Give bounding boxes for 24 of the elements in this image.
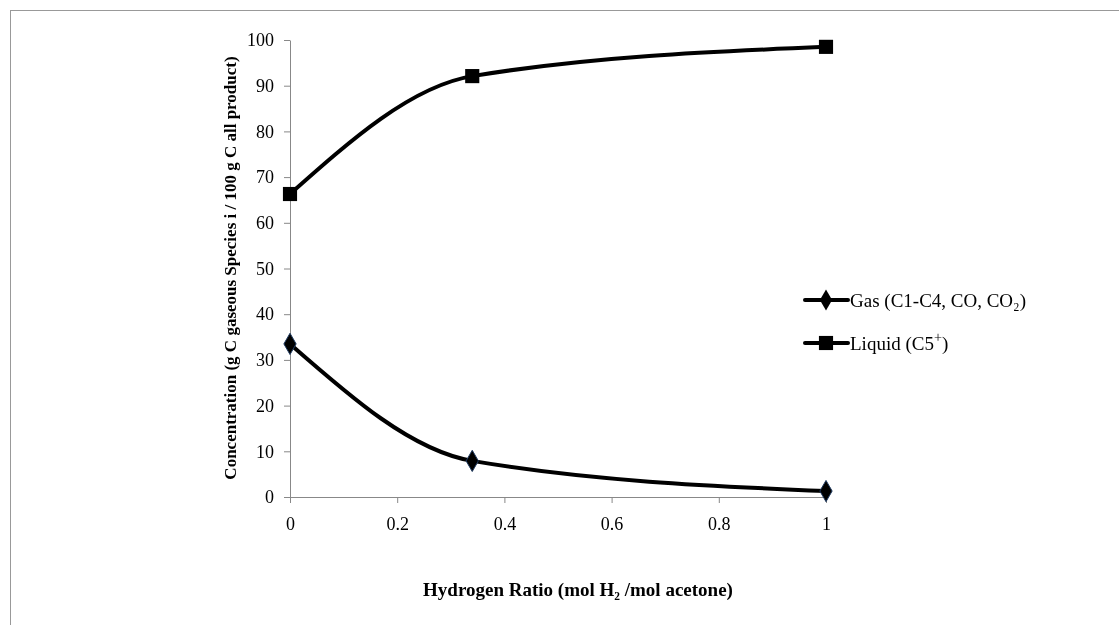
point <box>282 186 298 202</box>
y-tick-label: 80 <box>256 121 274 142</box>
legend-label: Gas (C1-C4, CO, CO₂) <box>850 289 1027 312</box>
y-tick-label: 60 <box>256 213 274 234</box>
point <box>818 39 834 54</box>
x-tick-label: 0.2 <box>386 513 409 534</box>
x-tick-label: 0.4 <box>493 513 517 534</box>
y-tick-label: 100 <box>247 30 274 51</box>
y-tick-label: 10 <box>256 441 274 462</box>
y-axis-title: Concentration (g C gaseous Species i / 100 g C all product) <box>220 56 240 480</box>
x-tick-label: 0.6 <box>600 513 624 534</box>
x-tick-label: 0 <box>286 513 295 534</box>
point <box>465 69 480 84</box>
y-tick-label: 20 <box>256 395 274 416</box>
y-tick-label: 40 <box>256 304 274 325</box>
x-tick-label: 1 <box>822 513 831 534</box>
x-tick-label: 0.8 <box>708 513 731 534</box>
x-axis-title: Hydrogen Ratio (mol H₂ /mol acetone) <box>423 579 733 601</box>
legend-label: Liquid (C5$^{+}$) <box>850 328 949 355</box>
y-tick-label: 70 <box>256 167 274 188</box>
y-tick-label: 90 <box>256 75 274 96</box>
y-tick-label: 30 <box>256 350 274 371</box>
y-tick-label: 0 <box>265 487 274 508</box>
y-tick-label: 50 <box>256 258 274 279</box>
